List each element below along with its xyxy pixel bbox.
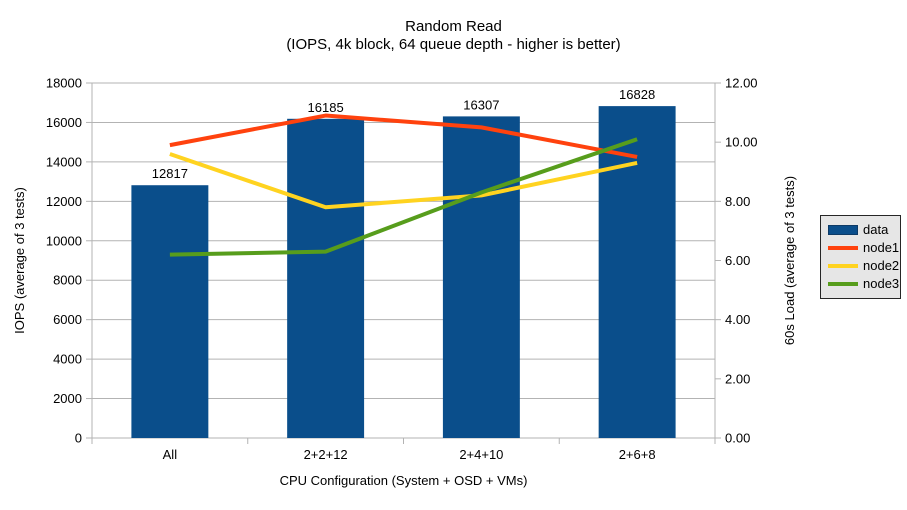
bar-value-label: 16185 xyxy=(308,100,344,115)
line-node1 xyxy=(169,113,638,159)
left-tick-label: 16000 xyxy=(46,115,82,130)
legend-swatch-node3-icon xyxy=(828,282,858,286)
right-tick-label: 2.00 xyxy=(725,371,750,386)
bar-All xyxy=(131,185,209,438)
right-tick-label: 10.00 xyxy=(725,135,758,150)
bar-2+6+8 xyxy=(598,106,676,438)
legend-label-node2: node2 xyxy=(863,258,900,273)
left-tick-label: 12000 xyxy=(46,194,82,209)
legend: data node1 node2 node3 xyxy=(820,215,901,299)
left-axis-title: IOPS (average of 3 tests) xyxy=(12,187,27,334)
left-tick-label: 18000 xyxy=(46,76,82,91)
legend-swatch-data-icon xyxy=(828,225,858,235)
right-tick-label: 8.00 xyxy=(725,194,750,209)
line-node3 xyxy=(169,137,638,257)
x-category-label: 2+6+8 xyxy=(619,447,656,462)
left-tick-label: 14000 xyxy=(46,154,82,169)
legend-label-node1: node1 xyxy=(863,240,900,255)
bar-value-label: 12817 xyxy=(152,166,188,181)
legend-item-node1: node1 xyxy=(828,239,900,257)
legend-item-node3: node3 xyxy=(828,275,900,293)
x-category-label: 2+4+10 xyxy=(459,447,503,462)
left-tick-label: 2000 xyxy=(53,391,82,406)
bar-2+2+12 xyxy=(287,118,365,438)
legend-item-node2: node2 xyxy=(828,257,900,275)
chart-subtitle: (IOPS, 4k block, 64 queue depth - higher… xyxy=(286,36,621,53)
right-tick-label: 6.00 xyxy=(725,253,750,268)
chart-title: Random Read xyxy=(405,18,502,35)
x-category-label: All xyxy=(163,447,178,462)
bar-2+4+10 xyxy=(442,116,520,439)
right-tick-label: 4.00 xyxy=(725,312,750,327)
legend-item-data: data xyxy=(828,221,900,239)
right-axis-title: 60s Load (average of 3 tests) xyxy=(782,176,797,345)
x-category-label: 2+2+12 xyxy=(304,447,348,462)
left-tick-label: 8000 xyxy=(53,273,82,288)
bar-value-label: 16828 xyxy=(619,87,655,102)
left-tick-label: 6000 xyxy=(53,312,82,327)
left-tick-label: 4000 xyxy=(53,352,82,367)
bar-value-label: 16307 xyxy=(463,97,499,112)
x-axis-title: CPU Configuration (System + OSD + VMs) xyxy=(280,473,528,488)
legend-swatch-node2-icon xyxy=(828,264,858,268)
legend-swatch-node1-icon xyxy=(828,246,858,250)
chart-title-block: Random Read (IOPS, 4k block, 64 queue de… xyxy=(0,18,907,54)
line-node2 xyxy=(169,152,638,210)
legend-label-node3: node3 xyxy=(863,276,900,291)
right-tick-label: 12.00 xyxy=(725,76,758,91)
left-tick-label: 10000 xyxy=(46,233,82,248)
legend-label-data: data xyxy=(863,222,889,237)
right-tick-label: 0.00 xyxy=(725,431,750,446)
left-tick-label: 0 xyxy=(75,431,82,446)
